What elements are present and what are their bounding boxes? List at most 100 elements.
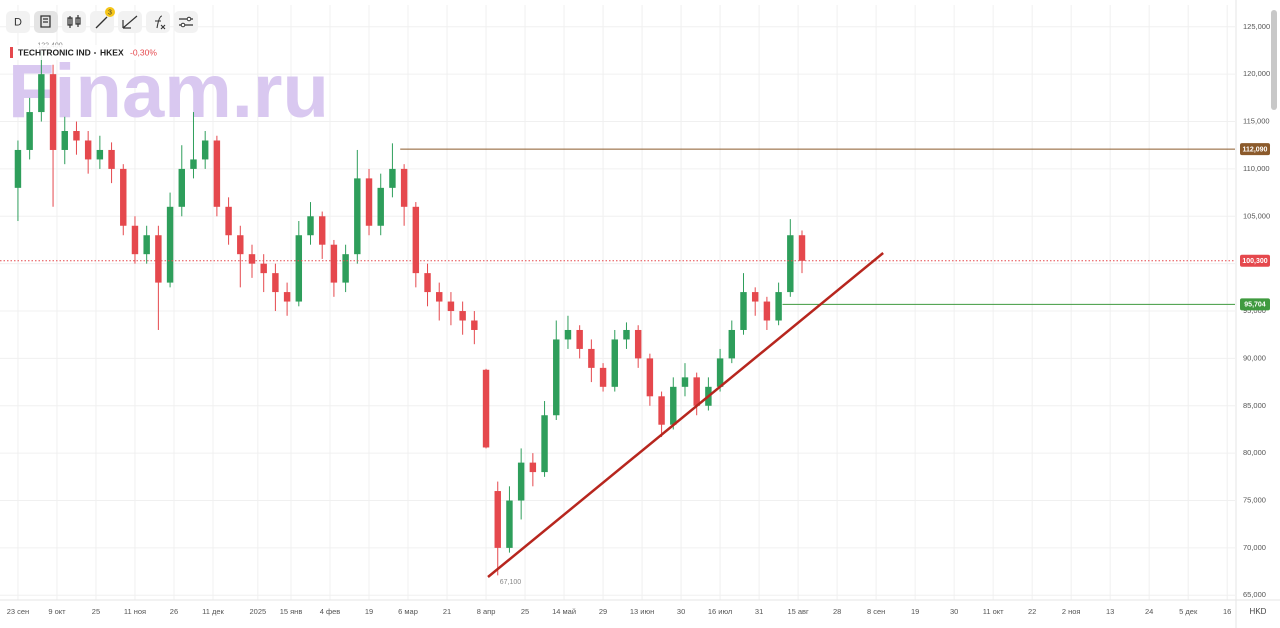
candle-body [798, 235, 806, 261]
candle-body [342, 254, 349, 283]
candle-body [377, 187, 384, 226]
candle-body [611, 339, 618, 387]
candle-body [166, 206, 174, 283]
x-tick-label: 29 [599, 607, 607, 616]
legend-background [6, 45, 166, 60]
candle-body [751, 292, 759, 302]
x-tick-label: 13 [1106, 607, 1114, 616]
candle-body [763, 301, 771, 321]
candle-body [73, 131, 80, 141]
x-tick-label: 30 [677, 607, 685, 616]
settings-knob [180, 22, 186, 28]
x-tick-label: 30 [950, 607, 958, 616]
x-tick-label: 15 янв [280, 607, 303, 616]
currency: HKD [1250, 607, 1267, 616]
interval-button[interactable] [6, 11, 30, 33]
candle-body [506, 500, 513, 548]
exchange: HKEX [100, 47, 124, 57]
candle-body [564, 329, 572, 340]
candle-body [436, 292, 443, 302]
candle-body [787, 235, 794, 293]
candle-body [96, 149, 104, 160]
candle-body [553, 339, 560, 416]
y-tick-label: 125,000 [1243, 22, 1270, 31]
scrollbar[interactable] [1271, 10, 1277, 110]
price-badge-label: 100,300 [1242, 258, 1267, 265]
min-label: 67,100 [500, 579, 522, 586]
x-tick-label: 15 авг [787, 607, 809, 616]
price-badge [1240, 298, 1270, 311]
price-badge [1240, 143, 1270, 156]
grid [0, 5, 1235, 600]
x-tick-label: 26 [170, 607, 178, 616]
candle-body [143, 235, 150, 255]
candle-body [155, 235, 162, 283]
candle-body [49, 74, 57, 150]
candle-body [634, 329, 642, 359]
candle-body [459, 311, 466, 321]
candle-body [693, 377, 700, 406]
y-tick-label: 75,000 [1243, 496, 1266, 505]
price-badge-label: 112,090 [1243, 146, 1268, 153]
drawing-icon [95, 16, 108, 29]
x-tick-label: 19 [365, 607, 373, 616]
candle-body [190, 159, 197, 169]
candle-body [283, 292, 291, 302]
x-tick-label: 23 сен [7, 607, 30, 616]
x-tick-label: 25 [521, 607, 529, 616]
candle-body [658, 396, 665, 425]
candle-body [131, 225, 139, 255]
settings-knob [186, 16, 192, 22]
y-tick-label: 105,000 [1243, 211, 1270, 220]
candle-body [84, 140, 92, 160]
candle-body [576, 329, 583, 349]
candle-body [541, 415, 548, 473]
x-tick-label: 25 [92, 607, 100, 616]
candle-body [318, 216, 326, 245]
candle-body [365, 178, 373, 226]
candle-body [412, 206, 420, 274]
candle-body [646, 358, 654, 397]
badge [105, 7, 115, 17]
y-tick-label: 85,000 [1243, 401, 1266, 410]
settings-button[interactable] [174, 11, 198, 33]
candle-body [248, 254, 256, 264]
candle-body [529, 462, 537, 473]
candle-body [728, 329, 736, 359]
candle-body [108, 149, 115, 169]
candle-body [482, 369, 490, 448]
y-tick-label: 70,000 [1243, 543, 1266, 552]
price-badge [1240, 254, 1270, 267]
price-badge-label: 95,704 [1244, 302, 1266, 309]
x-tick-label: 14 май [552, 607, 576, 616]
y-tick-label: 120,000 [1243, 69, 1270, 78]
badge-count: 3 [108, 9, 112, 16]
x-tick-label: 5 дек [1179, 607, 1198, 616]
x-tick-label: 4 фев [320, 607, 341, 616]
candle-body [330, 244, 338, 283]
candle-body [389, 168, 396, 188]
candle-body [447, 301, 455, 312]
x-tick-label: 11 ноя [124, 607, 146, 616]
x-tick-label: 2 ноя [1062, 607, 1081, 616]
watermark: Finam.ru [8, 49, 329, 134]
candles-button[interactable] [62, 11, 86, 33]
candle-body [213, 140, 221, 207]
x-tick-label: 31 [755, 607, 763, 616]
y-tick-label: 115,000 [1243, 117, 1270, 126]
candle-body [424, 273, 431, 293]
x-tick-label: 22 [1028, 607, 1036, 616]
candle-body [623, 329, 630, 340]
x-tick-label: 13 июн [630, 607, 654, 616]
interval-label: D [14, 16, 22, 28]
candle-body [120, 168, 127, 226]
candle-body [517, 462, 525, 501]
x-tick-label: 11 окт [983, 607, 1004, 616]
separator [94, 52, 96, 54]
candle-body [471, 320, 478, 330]
candle-body [201, 140, 209, 160]
candle-body [670, 386, 677, 425]
x-tick-label: 9 окт [48, 607, 66, 616]
candle-body [494, 491, 501, 548]
indicators-icon [155, 15, 166, 30]
